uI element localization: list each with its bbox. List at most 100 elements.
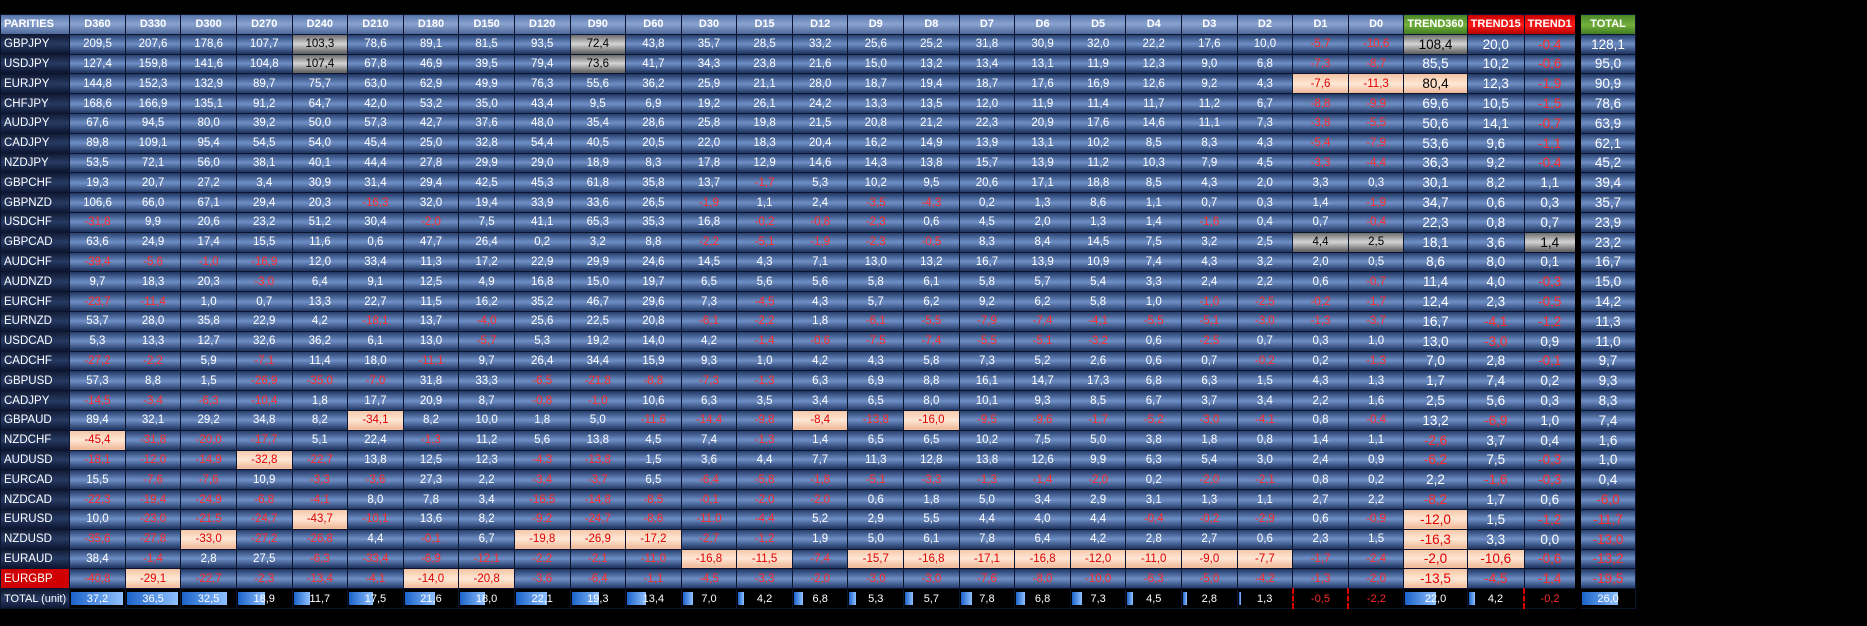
value-cell[interactable]: -0,2: [1236, 350, 1294, 372]
total-value-cell[interactable]: 22,1: [513, 588, 571, 609]
value-cell[interactable]: 2,3: [1292, 528, 1349, 550]
total-cell[interactable]: 1,6: [1574, 429, 1637, 451]
value-cell[interactable]: -16,8: [680, 548, 738, 570]
value-cell[interactable]: 107,4: [291, 53, 349, 75]
value-cell[interactable]: 19,4: [458, 192, 515, 213]
value-cell[interactable]: 53,2: [402, 93, 460, 114]
value-cell[interactable]: 1,3: [1347, 370, 1405, 392]
value-cell[interactable]: -16,0: [903, 409, 960, 431]
value-cell[interactable]: 0,2: [1292, 350, 1349, 372]
value-cell[interactable]: 6,3: [680, 390, 738, 411]
trend15-cell[interactable]: 12,3: [1466, 73, 1525, 95]
value-cell[interactable]: 28,0: [791, 73, 849, 95]
value-cell[interactable]: 12,9: [736, 152, 793, 174]
value-cell[interactable]: 3,7: [1181, 390, 1238, 411]
value-cell[interactable]: 13,9: [958, 132, 1016, 154]
value-cell[interactable]: 63,0: [347, 73, 404, 95]
value-cell[interactable]: 14,5: [680, 251, 738, 273]
pair-label[interactable]: GBPUSD: [0, 370, 71, 392]
trend15-cell[interactable]: -3,0: [1466, 330, 1525, 352]
value-cell[interactable]: 4,3: [1292, 370, 1349, 392]
value-cell[interactable]: 0,3: [1292, 330, 1349, 352]
value-cell[interactable]: 51,2: [291, 211, 349, 233]
value-cell[interactable]: -4,3: [903, 192, 960, 213]
trend360-cell[interactable]: 22,3: [1403, 211, 1468, 233]
value-cell[interactable]: 18,0: [347, 350, 404, 372]
trend15-cell[interactable]: 7,4: [1466, 370, 1525, 392]
value-cell[interactable]: 2,8: [1125, 528, 1183, 550]
value-cell[interactable]: -5,4: [1292, 132, 1349, 154]
value-cell[interactable]: 6,8: [1125, 370, 1183, 392]
trend360-cell[interactable]: -13,5: [1403, 568, 1468, 590]
value-cell[interactable]: 8,2: [291, 409, 349, 431]
value-cell[interactable]: -2,0: [736, 489, 793, 510]
total-value-cell[interactable]: 19,3: [569, 588, 627, 609]
value-cell[interactable]: 75,7: [291, 73, 349, 95]
trend360-cell[interactable]: 7,0: [1403, 350, 1468, 372]
value-cell[interactable]: 3,6: [680, 449, 738, 471]
value-cell[interactable]: -23,7: [69, 291, 126, 312]
value-cell[interactable]: 14,3: [847, 152, 905, 174]
value-cell[interactable]: 21,1: [736, 73, 793, 95]
value-cell[interactable]: -26,8: [291, 528, 349, 550]
value-cell[interactable]: 25,0: [402, 132, 460, 154]
value-cell[interactable]: 1,8: [903, 489, 960, 510]
total-cell[interactable]: 9,7: [1574, 350, 1637, 372]
value-cell[interactable]: -0,8: [791, 211, 849, 233]
value-cell[interactable]: -35,6: [69, 528, 126, 550]
value-cell[interactable]: -2,5: [1236, 291, 1294, 312]
value-cell[interactable]: 13,6: [402, 508, 460, 530]
value-cell[interactable]: 13,7: [680, 172, 738, 194]
value-cell[interactable]: -1,1: [625, 568, 682, 590]
value-cell[interactable]: 7,3: [958, 350, 1016, 372]
value-cell[interactable]: -1,7: [1292, 548, 1349, 570]
value-cell[interactable]: 4,3: [791, 291, 849, 312]
value-cell[interactable]: 41,1: [513, 211, 571, 233]
value-cell[interactable]: -11,0: [625, 548, 682, 570]
value-cell[interactable]: 9,5: [569, 93, 627, 114]
value-cell[interactable]: -40,8: [69, 568, 126, 590]
value-cell[interactable]: -1,4: [1014, 469, 1071, 491]
value-cell[interactable]: -3,3: [291, 469, 349, 491]
value-cell[interactable]: -4,4: [1347, 152, 1405, 174]
value-cell[interactable]: 12,0: [291, 251, 349, 273]
trend15-cell[interactable]: 9,2: [1466, 152, 1525, 174]
value-cell[interactable]: 0,6: [1292, 271, 1349, 293]
value-cell[interactable]: -2,1: [1236, 469, 1294, 491]
value-cell[interactable]: 53,5: [69, 152, 126, 174]
value-cell[interactable]: 48,0: [513, 112, 571, 134]
value-cell[interactable]: 12,5: [402, 271, 460, 293]
value-cell[interactable]: 67,6: [69, 112, 126, 134]
value-cell[interactable]: -0,4: [1347, 409, 1405, 431]
value-cell[interactable]: 25,6: [847, 33, 905, 55]
value-cell[interactable]: 62,9: [402, 73, 460, 95]
total-value-cell[interactable]: 7,3: [1069, 588, 1127, 609]
value-cell[interactable]: 10,0: [458, 409, 515, 431]
value-cell[interactable]: -8,0: [1014, 568, 1071, 590]
value-cell[interactable]: 8,2: [458, 508, 515, 530]
value-cell[interactable]: 11,6: [291, 231, 349, 253]
value-cell[interactable]: 43,4: [513, 93, 571, 114]
value-cell[interactable]: 22,9: [235, 310, 293, 332]
value-cell[interactable]: -0,8: [513, 390, 571, 411]
value-cell[interactable]: 8,8: [124, 370, 182, 392]
value-cell[interactable]: 5,0: [847, 528, 905, 550]
trend1-cell[interactable]: 0,4: [1523, 429, 1579, 451]
header-d3[interactable]: D3: [1181, 14, 1238, 35]
total-value-cell[interactable]: 13,4: [625, 588, 682, 609]
value-cell[interactable]: 24,6: [625, 251, 682, 273]
value-cell[interactable]: 35,7: [680, 33, 738, 55]
value-cell[interactable]: -24,7: [235, 508, 293, 530]
pair-label[interactable]: AUDCHF: [0, 251, 71, 273]
value-cell[interactable]: -17,2: [625, 528, 682, 550]
value-cell[interactable]: 6,9: [625, 93, 682, 114]
value-cell[interactable]: -19,8: [513, 528, 571, 550]
value-cell[interactable]: -0,9: [1347, 508, 1405, 530]
value-cell[interactable]: -5,5: [958, 330, 1016, 352]
value-cell[interactable]: -0,4: [1347, 211, 1405, 233]
value-cell[interactable]: 11,2: [1181, 93, 1238, 114]
value-cell[interactable]: 10,0: [1236, 33, 1294, 55]
value-cell[interactable]: 35,8: [180, 310, 237, 332]
value-cell[interactable]: -11,0: [1125, 548, 1183, 570]
value-cell[interactable]: -10,0: [1069, 568, 1127, 590]
